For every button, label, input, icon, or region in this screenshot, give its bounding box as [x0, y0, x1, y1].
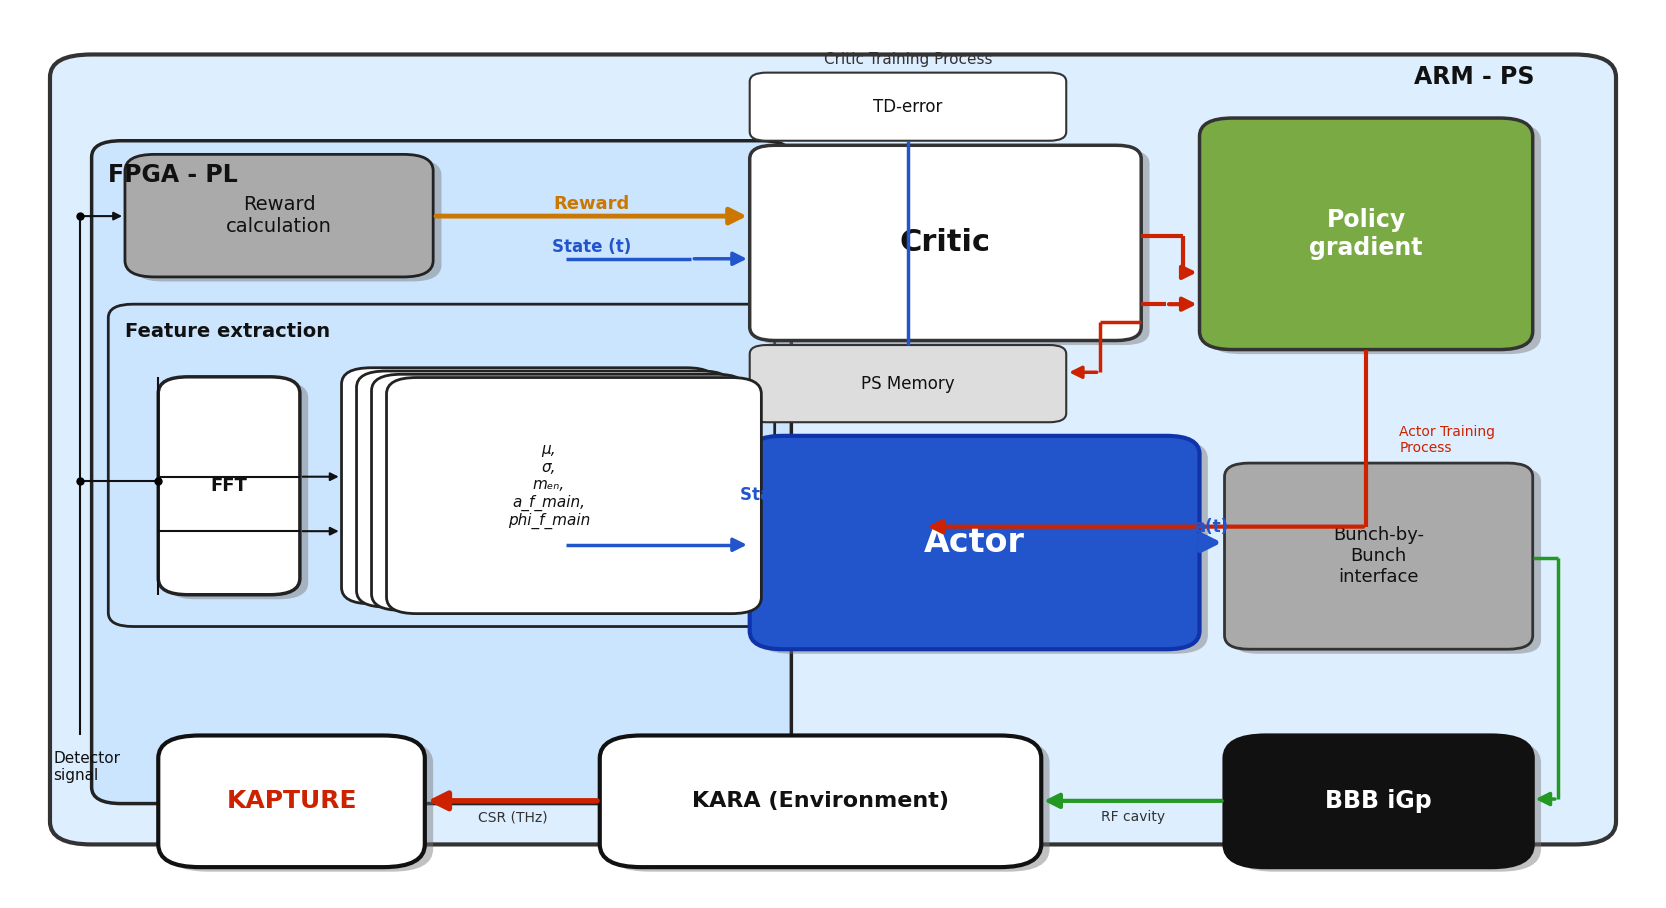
FancyBboxPatch shape [167, 740, 433, 872]
Text: BBB iGp: BBB iGp [1324, 789, 1433, 814]
FancyBboxPatch shape [750, 73, 1066, 141]
Text: KARA (Environment): KARA (Environment) [691, 791, 950, 812]
FancyBboxPatch shape [158, 735, 425, 867]
Text: Reward
calculation: Reward calculation [227, 195, 332, 236]
FancyBboxPatch shape [108, 304, 775, 627]
FancyBboxPatch shape [387, 378, 761, 614]
Text: CSR (THz): CSR (THz) [478, 810, 548, 824]
Text: RF cavity: RF cavity [1101, 810, 1165, 824]
FancyBboxPatch shape [1208, 123, 1541, 354]
FancyBboxPatch shape [1233, 468, 1541, 654]
FancyBboxPatch shape [600, 735, 1041, 867]
FancyBboxPatch shape [1225, 735, 1533, 867]
Text: Detector
signal: Detector signal [53, 751, 120, 784]
Text: Actor Training
Process: Actor Training Process [1399, 425, 1496, 456]
FancyBboxPatch shape [133, 159, 441, 281]
Text: Feature extraction: Feature extraction [125, 322, 330, 341]
FancyBboxPatch shape [1233, 740, 1541, 872]
FancyBboxPatch shape [125, 154, 433, 277]
Text: State (t): State (t) [551, 238, 631, 256]
Text: KAPTURE: KAPTURE [227, 789, 357, 814]
FancyBboxPatch shape [758, 150, 1150, 345]
Text: Critic: Critic [900, 229, 991, 257]
FancyBboxPatch shape [608, 740, 1050, 872]
Text: μ,
σ,
mₑₙ,
a_f_main,
phi_f_main: μ, σ, mₑₙ, a_f_main, phi_f_main [508, 442, 590, 529]
FancyBboxPatch shape [750, 345, 1066, 422]
Text: Policy
gradient: Policy gradient [1309, 208, 1423, 260]
Text: Actor: Actor [925, 526, 1025, 559]
Text: FPGA - PL: FPGA - PL [108, 163, 238, 187]
FancyBboxPatch shape [372, 374, 746, 610]
FancyBboxPatch shape [92, 141, 791, 804]
Text: PS Memory: PS Memory [861, 375, 955, 392]
Text: FFT: FFT [210, 477, 248, 495]
FancyBboxPatch shape [750, 145, 1141, 340]
FancyBboxPatch shape [1200, 118, 1533, 350]
FancyBboxPatch shape [167, 381, 308, 599]
FancyBboxPatch shape [158, 377, 300, 595]
FancyBboxPatch shape [758, 440, 1208, 654]
Text: State (t+1) and a(t): State (t+1) and a(t) [740, 486, 926, 504]
FancyBboxPatch shape [342, 368, 716, 604]
Text: Reward: Reward [553, 195, 630, 213]
Text: a(t): a(t) [1195, 518, 1228, 536]
FancyBboxPatch shape [1225, 463, 1533, 649]
Text: Critic Training Process: Critic Training Process [823, 52, 993, 66]
FancyBboxPatch shape [750, 436, 1200, 649]
Text: ARM - PS: ARM - PS [1414, 65, 1534, 89]
Text: TD-error: TD-error [873, 98, 943, 115]
FancyBboxPatch shape [50, 54, 1616, 844]
Text: Bunch-by-
Bunch
interface: Bunch-by- Bunch interface [1333, 527, 1424, 586]
FancyBboxPatch shape [357, 371, 731, 607]
